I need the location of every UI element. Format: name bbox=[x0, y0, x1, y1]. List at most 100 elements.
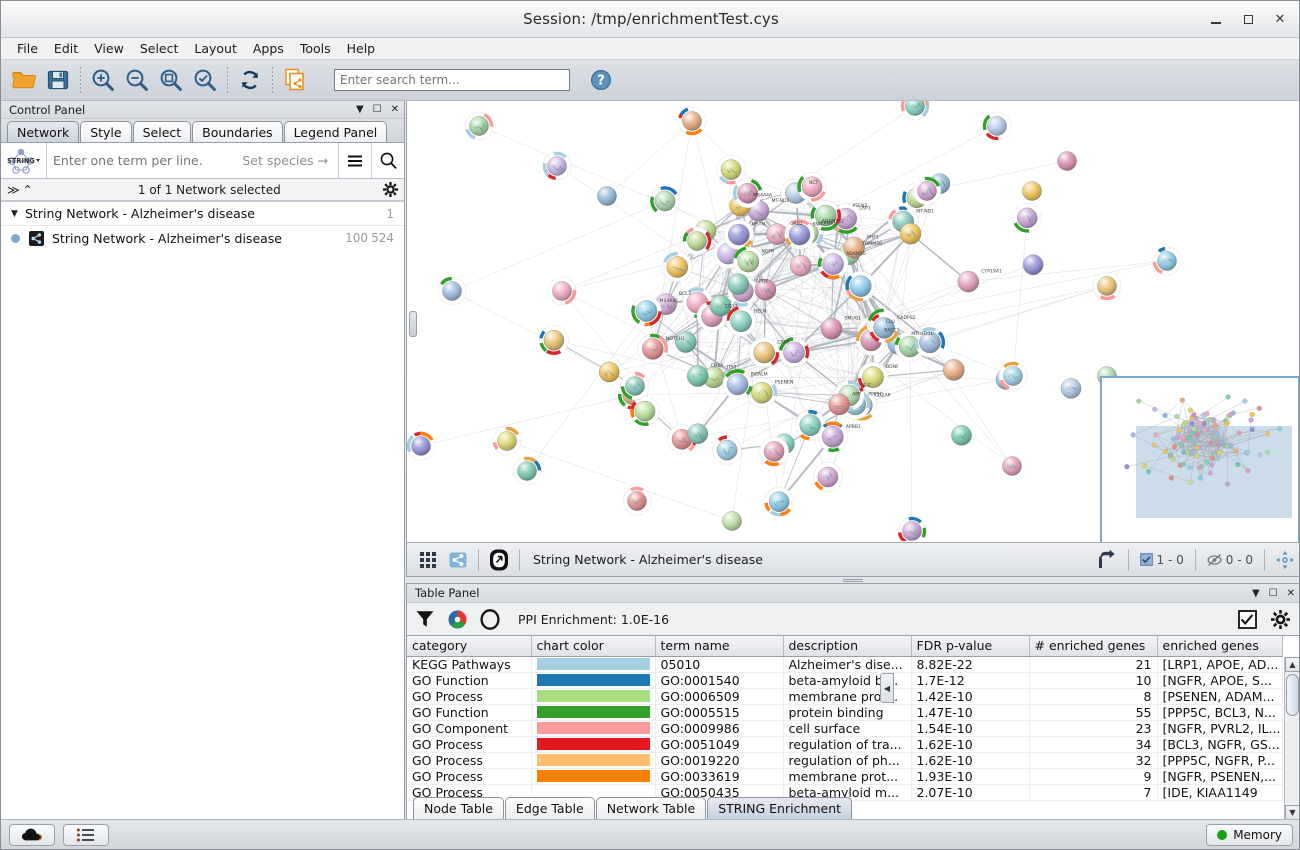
export-network-icon[interactable] bbox=[278, 63, 312, 97]
tree-row-network[interactable]: String Network - Alzheimer's disease 100… bbox=[1, 226, 404, 250]
scroll-up-icon[interactable]: ▲ bbox=[1285, 657, 1299, 672]
memory-label: Memory bbox=[1233, 827, 1282, 842]
control-panel-tabs: Network Style Select Boundaries Legend P… bbox=[1, 119, 404, 143]
export-image-icon[interactable] bbox=[1093, 547, 1123, 573]
string-query-input[interactable] bbox=[47, 143, 243, 178]
tab-edge-table[interactable]: Edge Table bbox=[504, 797, 595, 819]
col-enriched-count[interactable]: # enriched genes bbox=[1029, 636, 1158, 657]
fit-content-icon[interactable] bbox=[1270, 547, 1299, 573]
svg-text:BCL3: BCL3 bbox=[679, 291, 691, 297]
search-input[interactable] bbox=[334, 69, 570, 91]
zoom-selected-icon[interactable] bbox=[188, 63, 222, 97]
edge-selection-stat[interactable]: 0 - 0 bbox=[1201, 553, 1259, 567]
menu-edit[interactable]: Edit bbox=[53, 41, 79, 56]
tab-network-table[interactable]: Network Table bbox=[595, 797, 707, 819]
tab-string-enrichment[interactable]: STRING Enrichment bbox=[707, 797, 853, 819]
tab-legend-panel[interactable]: Legend Panel bbox=[283, 121, 388, 142]
tree-row-root[interactable]: ▼ String Network - Alzheimer's disease 1 bbox=[1, 202, 404, 226]
tab-select[interactable]: Select bbox=[132, 121, 192, 142]
menu-layout[interactable]: Layout bbox=[194, 41, 237, 56]
filter-icon[interactable] bbox=[415, 609, 435, 629]
cloud-icon[interactable] bbox=[9, 823, 55, 846]
chevron-down-icon[interactable]: ▼ bbox=[1251, 587, 1260, 599]
node-selection-stat[interactable]: 1 - 0 bbox=[1134, 553, 1190, 567]
tab-network[interactable]: Network bbox=[7, 121, 80, 142]
task-list-icon[interactable] bbox=[63, 823, 109, 846]
col-term-name[interactable]: term name bbox=[655, 636, 784, 657]
network-share-icon[interactable] bbox=[443, 547, 473, 573]
collapse-all-icon[interactable]: ≫ bbox=[7, 182, 20, 197]
menu-bar: File Edit View Select Layout Apps Tools … bbox=[1, 38, 1299, 60]
zoom-in-icon[interactable] bbox=[86, 63, 120, 97]
menu-tools[interactable]: Tools bbox=[299, 41, 331, 56]
canvas-resize-handle[interactable] bbox=[409, 311, 417, 337]
menu-view[interactable]: View bbox=[94, 41, 124, 56]
table-scrollbar[interactable]: ▲ ▼ bbox=[1284, 657, 1299, 820]
menu-select[interactable]: Select bbox=[139, 41, 179, 56]
col-fdr-pvalue[interactable]: FDR p-value bbox=[911, 636, 1030, 657]
table-row[interactable]: GO Process GO:0019220 regulation of ph... 1… bbox=[407, 752, 1283, 769]
table-row[interactable]: GO Component GO:0009986 cell surface 1.54E-… bbox=[407, 720, 1283, 737]
save-session-icon[interactable] bbox=[41, 63, 75, 97]
float-panel-icon[interactable]: ☐ bbox=[372, 104, 382, 115]
string-logo-dropdown[interactable]: STRING bbox=[1, 143, 47, 178]
tab-boundaries[interactable]: Boundaries bbox=[192, 121, 283, 142]
menu-apps[interactable]: Apps bbox=[252, 41, 284, 56]
cell-category: GO Process bbox=[407, 768, 532, 785]
svg-text:EPHA1: EPHA1 bbox=[821, 220, 836, 226]
col-description[interactable]: description bbox=[783, 636, 912, 657]
col-category[interactable]: category bbox=[407, 636, 532, 657]
gear-icon[interactable] bbox=[1271, 609, 1290, 629]
cell-genes: [PSENEN, ADAM... bbox=[1157, 688, 1283, 705]
zoom-out-icon[interactable] bbox=[120, 63, 154, 97]
menu-help[interactable]: Help bbox=[346, 41, 376, 56]
grid-layout-icon[interactable] bbox=[413, 547, 443, 573]
table-row[interactable]: GO Process GO:0051049 regulation of tra...… bbox=[407, 736, 1283, 753]
help-icon[interactable]: ? bbox=[584, 63, 618, 97]
col-enriched-genes[interactable]: enriched genes bbox=[1157, 636, 1283, 657]
refresh-icon[interactable] bbox=[233, 63, 267, 97]
zoom-fit-icon[interactable] bbox=[154, 63, 188, 97]
close-icon[interactable]: ✕ bbox=[1274, 12, 1286, 27]
chevron-down-icon[interactable]: ▼ bbox=[11, 208, 18, 219]
annotation-icon[interactable] bbox=[484, 547, 514, 573]
float-panel-icon[interactable]: ☐ bbox=[1268, 587, 1278, 599]
minimize-icon[interactable] bbox=[1201, 6, 1231, 34]
chevron-down-icon[interactable]: ▼ bbox=[355, 104, 364, 115]
color-swatch bbox=[536, 770, 650, 782]
table-row[interactable]: GO Process GO:0006509 membrane prot... 1.42… bbox=[407, 688, 1283, 705]
close-panel-icon[interactable]: ✕ bbox=[390, 104, 399, 115]
open-session-icon[interactable] bbox=[7, 63, 41, 97]
toolbar-separator bbox=[1127, 548, 1129, 571]
tab-style[interactable]: Style bbox=[80, 121, 132, 142]
vertical-split-grip[interactable] bbox=[839, 577, 867, 583]
table-panel-side-toggle[interactable]: ◀ bbox=[880, 673, 894, 703]
set-species-link[interactable]: Set species → bbox=[242, 153, 328, 168]
gear-icon[interactable] bbox=[383, 182, 398, 197]
maximize-icon[interactable] bbox=[1233, 6, 1263, 34]
menu-file[interactable]: File bbox=[17, 41, 38, 56]
memory-status-button[interactable]: Memory bbox=[1206, 823, 1293, 846]
close-panel-icon[interactable]: ✕ bbox=[1286, 587, 1295, 599]
col-chart-color[interactable]: chart color bbox=[531, 636, 656, 657]
table-row[interactable]: GO Function GO:0005515 protein binding 1.47… bbox=[407, 704, 1283, 721]
enrichment-table-wrapper[interactable]: category chart color term name descripti… bbox=[407, 635, 1299, 820]
cell-genes: [PPP5C, BCL3, N... bbox=[1157, 704, 1283, 721]
expand-all-icon[interactable]: ⌃ bbox=[22, 182, 33, 197]
tab-node-table[interactable]: Node Table bbox=[413, 797, 504, 819]
pie-chart-icon[interactable] bbox=[447, 609, 468, 630]
donut-chart-icon[interactable] bbox=[480, 608, 500, 630]
table-row[interactable]: GO Function GO:0001540 beta-amyloid bi... 1… bbox=[407, 672, 1283, 689]
network-graph[interactable]: MT-ND2 MT-ND1 GAB2 ITS1 ADAMTS2 SMUG1 TOMM40 MT… bbox=[407, 101, 1300, 541]
checkbox-checked-icon[interactable] bbox=[1238, 609, 1257, 629]
table-row[interactable]: KEGG Pathways 05010 Alzheimer's dise... 8.8… bbox=[407, 656, 1283, 673]
svg-text:BACE1: BACE1 bbox=[884, 327, 899, 333]
scrollbar-thumb[interactable] bbox=[1286, 674, 1299, 716]
scroll-down-icon[interactable]: ▼ bbox=[1285, 805, 1299, 820]
control-panel: Control Panel ▼ ☐ ✕ Network Style Select… bbox=[1, 101, 405, 821]
table-row[interactable]: GO Process GO:0033619 membrane prot... 1.93… bbox=[407, 768, 1283, 785]
hamburger-icon[interactable] bbox=[338, 143, 371, 178]
cell-genes: [NGFR, PSENEN,... bbox=[1157, 768, 1283, 785]
search-icon[interactable] bbox=[371, 143, 404, 178]
